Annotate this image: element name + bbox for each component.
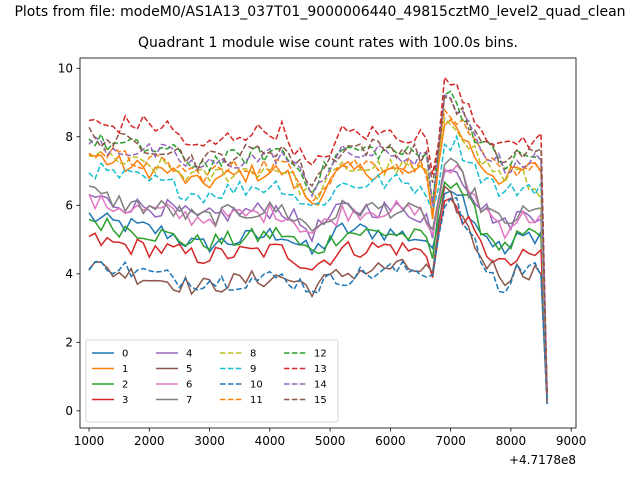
y-tick-label: 4: [65, 267, 73, 281]
legend-label-1: 1: [122, 364, 128, 375]
series-line-13: [88, 75, 548, 394]
legend-label-2: 2: [122, 380, 128, 391]
series-line-15: [88, 96, 548, 394]
legend-label-12: 12: [314, 349, 327, 360]
x-tick-label: 9000: [556, 434, 587, 448]
legend-label-13: 13: [314, 364, 327, 375]
x-tick-label: 3000: [194, 434, 225, 448]
series-line-14: [88, 93, 548, 394]
x-tick-label: 5000: [315, 434, 346, 448]
legend-label-14: 14: [314, 380, 327, 391]
x-tick-label: 7000: [435, 434, 466, 448]
legend-label-0: 0: [122, 349, 128, 360]
series-line-8: [88, 117, 548, 398]
legend-label-6: 6: [186, 380, 192, 391]
y-tick-label: 2: [65, 335, 73, 349]
series-line-9: [88, 134, 548, 398]
series-line-11: [88, 108, 548, 398]
legend-label-5: 5: [186, 364, 192, 375]
series-line-1: [88, 118, 548, 398]
legend-label-3: 3: [122, 395, 128, 406]
legend-label-8: 8: [250, 349, 256, 360]
y-tick-label: 8: [65, 130, 73, 144]
x-tick-label: 1000: [74, 434, 105, 448]
y-tick-label: 6: [65, 198, 73, 212]
x-tick-label: 8000: [496, 434, 527, 448]
legend-box: [85, 339, 339, 423]
x-offset-label: +4.7178e8: [509, 453, 576, 467]
axes-frame: [79, 57, 577, 429]
plot-title: Quadrant 1 module wise count rates with …: [138, 35, 518, 51]
legend-label-9: 9: [250, 364, 256, 375]
legend-label-11: 11: [250, 395, 263, 406]
y-tick-label: 10: [58, 61, 73, 75]
series-line-2: [88, 180, 548, 401]
series-line-10: [88, 196, 548, 405]
legend-label-7: 7: [186, 395, 192, 406]
y-tick-label: 0: [65, 404, 73, 418]
legend-label-15: 15: [314, 395, 327, 406]
x-tick-label: 4000: [255, 434, 286, 448]
x-tick-label: 6000: [375, 434, 406, 448]
series-line-3: [88, 197, 548, 401]
figure-suptitle: Plots from file: modeM0/AS1A13_037T01_90…: [14, 4, 626, 20]
x-tick-label: 2000: [134, 434, 165, 448]
legend-label-10: 10: [250, 380, 263, 391]
legend-label-4: 4: [186, 349, 192, 360]
series-line-7: [88, 157, 548, 398]
